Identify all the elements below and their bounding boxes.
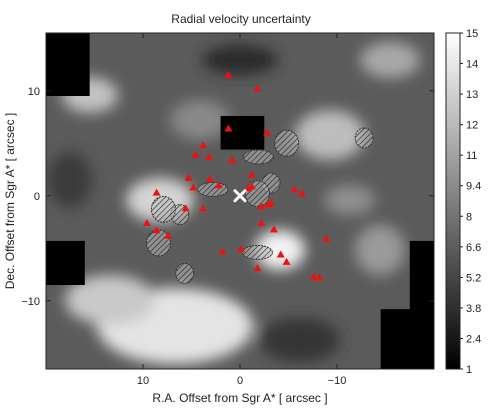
hatched-region	[354, 127, 374, 149]
triangle-marker	[224, 124, 233, 132]
y-axis: −10 0 10	[21, 86, 434, 308]
hatched-region	[175, 262, 195, 284]
hatched-region	[146, 229, 172, 257]
x-tick-label: −10	[328, 375, 347, 387]
heat-blob	[260, 318, 340, 362]
y-tick-label: −10	[21, 296, 40, 308]
triangle-marker	[204, 152, 213, 160]
triangle-marker	[257, 202, 266, 210]
heat-blob	[170, 100, 230, 140]
x-tick-label: 0	[237, 375, 243, 387]
triangle-marker	[152, 188, 161, 196]
triangle-marker	[199, 204, 208, 212]
colorbar-tick-label: 6.6	[466, 242, 481, 254]
triangle-marker	[298, 189, 307, 197]
triangle-marker	[224, 71, 233, 78]
heat-blob	[295, 110, 365, 160]
masked-region	[46, 33, 90, 96]
y-axis-label: Dec. Offset from Sgr A* [ arcsec ]	[3, 113, 17, 290]
triangle-marker	[191, 150, 200, 158]
triangle-marker	[322, 234, 331, 242]
triangle-marker	[205, 174, 214, 182]
colorbar-tick-label: 11	[466, 150, 477, 162]
triangle-marker	[152, 226, 161, 234]
colorbar-tick-label: 12	[466, 120, 478, 132]
triangle-marker	[264, 200, 273, 208]
x-axis-label: R.A. Offset from Sgr A* [ arcsec ]	[152, 391, 327, 405]
hatched-region	[150, 195, 176, 223]
triangle-marker	[309, 272, 318, 280]
masked-region	[46, 240, 85, 285]
colorbar: 1 2.4 3.8 5.2 6.6 8 9.4 11 12 13 14 15	[445, 28, 481, 376]
colorbar-tick-label: 14	[466, 59, 478, 71]
colorbar-tick-label: 2.4	[466, 333, 481, 345]
triangle-marker	[315, 273, 324, 281]
triangle-marker	[253, 264, 262, 272]
triangle-marker	[282, 257, 291, 265]
triangle-marker	[290, 185, 299, 193]
hatched-region	[274, 129, 300, 157]
triangle-marker	[214, 181, 223, 189]
plot-area	[46, 33, 434, 369]
x-axis: −10 0 10	[137, 33, 346, 387]
triangle-marker	[253, 84, 262, 92]
triangle-marker	[142, 219, 151, 227]
colorbar-tick-label: 13	[466, 89, 478, 101]
masked-regions	[46, 33, 434, 369]
colorbar-tick-label: 9.4	[466, 181, 481, 193]
triangle-marker	[247, 170, 256, 178]
triangle-marker	[269, 225, 278, 233]
hatched-region	[242, 149, 274, 165]
source-markers	[142, 71, 331, 281]
y-tick-label: 10	[28, 86, 40, 98]
hatched-region	[241, 244, 273, 260]
triangle-marker	[257, 219, 266, 227]
center-cross-stroke	[233, 189, 247, 203]
triangle-marker	[184, 173, 193, 181]
heat-blob	[255, 230, 305, 270]
colorbar-tick-label: 1	[466, 364, 472, 376]
triangle-marker	[247, 182, 256, 190]
triangle-marker	[218, 247, 227, 255]
triangle-marker	[236, 245, 245, 253]
triangle-marker	[199, 141, 208, 149]
heat-blob	[202, 45, 278, 75]
heat-blob	[48, 152, 92, 208]
heatmap-field	[48, 42, 420, 364]
colorbar-tick-label: 15	[466, 28, 478, 40]
heat-blob	[65, 275, 155, 325]
colorbar-gradient	[445, 32, 461, 370]
triangle-marker	[228, 156, 237, 164]
x-tick-label: 10	[137, 375, 149, 387]
triangle-marker	[181, 204, 190, 212]
triangle-marker	[263, 128, 272, 136]
colorbar-tick-label: 5.2	[466, 272, 481, 284]
heat-blob	[325, 185, 375, 215]
chart-title: Radial velocity uncertainty	[171, 12, 310, 26]
colorbar-ticks: 1 2.4 3.8 5.2 6.6 8 9.4 11 12 13 14 15	[460, 28, 481, 376]
triangle-marker	[164, 231, 173, 239]
colorbar-tick-label: 8	[466, 211, 472, 223]
heat-blob	[355, 225, 405, 275]
hatched-region	[244, 180, 270, 208]
sgr-a-star-marker	[233, 189, 247, 203]
y-tick-label: 0	[34, 191, 40, 203]
masked-region	[220, 115, 265, 150]
masked-region	[380, 309, 434, 369]
colorbar-tick-label: 3.8	[466, 303, 481, 315]
hatched-regions	[146, 127, 374, 284]
triangle-marker	[276, 250, 285, 258]
triangle-marker	[189, 183, 198, 191]
hatched-region	[197, 181, 229, 197]
heat-blob	[360, 42, 420, 78]
